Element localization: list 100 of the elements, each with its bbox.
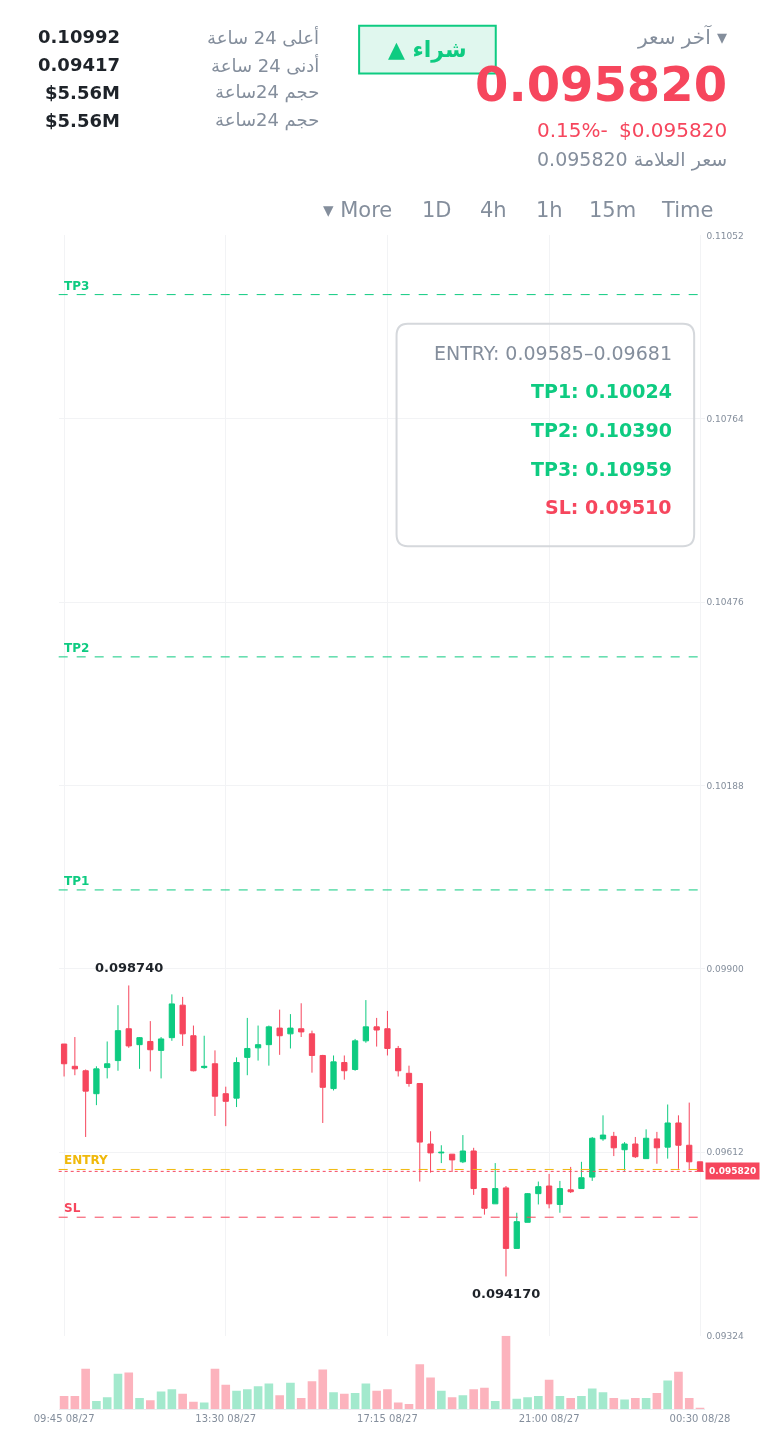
bar xyxy=(469,1389,478,1410)
text: ▲ شراء xyxy=(388,37,467,63)
annotation: TP1: 0.10024 xyxy=(531,380,672,402)
candlestick xyxy=(362,999,370,1044)
candlestick xyxy=(211,1049,219,1117)
x-tick-label: 00:30 08/28 xyxy=(669,1413,731,1425)
bar xyxy=(156,1391,166,1410)
annotation: 0.094170 xyxy=(472,1286,541,1301)
bar xyxy=(275,1395,284,1410)
bar xyxy=(490,1401,500,1410)
candlestick xyxy=(308,1030,316,1074)
text: حجم 24ساعة xyxy=(215,109,320,131)
candlestick xyxy=(686,1102,693,1171)
bar xyxy=(135,1398,144,1410)
ref-line-label: TP1 xyxy=(64,874,90,888)
bar xyxy=(587,1388,597,1410)
candlestick xyxy=(524,1192,531,1223)
bar xyxy=(199,1402,209,1410)
annotation: ENTRY: 0.09585–0.09681 xyxy=(434,342,672,364)
bar xyxy=(232,1390,241,1410)
text: 1D xyxy=(422,198,452,222)
candlestick xyxy=(481,1188,488,1216)
candlestick xyxy=(82,1068,89,1138)
ref-line-label: TP2 xyxy=(64,641,90,655)
bar xyxy=(501,1335,511,1410)
y-tick-label: 0.09324 xyxy=(706,1330,744,1341)
candlestick xyxy=(438,1144,445,1164)
candlestick xyxy=(556,1180,564,1214)
candlestick xyxy=(147,1020,154,1072)
bar xyxy=(684,1398,694,1410)
bar xyxy=(124,1372,134,1410)
text: 15m xyxy=(589,198,637,222)
candlestick xyxy=(405,1065,413,1088)
text: 0.10992 xyxy=(38,26,120,47)
bar xyxy=(663,1380,672,1410)
bar xyxy=(620,1399,629,1410)
bar xyxy=(340,1393,349,1410)
candlestick xyxy=(319,1054,326,1124)
bar xyxy=(102,1397,112,1410)
candlestick xyxy=(60,1043,68,1077)
text: أدنى 24 ساعة xyxy=(211,54,320,76)
candlestick xyxy=(233,1056,240,1108)
bar xyxy=(512,1398,522,1410)
bar xyxy=(426,1377,435,1410)
y-tick-label: 0.09612 xyxy=(706,1147,744,1158)
bar xyxy=(264,1383,274,1410)
candlestick xyxy=(168,993,175,1042)
bar xyxy=(253,1386,263,1410)
candlestick xyxy=(373,1017,380,1048)
y-tick-label: 0.10476 xyxy=(706,597,744,608)
text: ▾ More xyxy=(323,198,393,222)
candlestick xyxy=(395,1045,402,1077)
x-tick-label: 09:45 08/27 xyxy=(33,1413,95,1425)
candlestick xyxy=(136,1036,143,1070)
annotation: SL: 0.09510 xyxy=(545,496,672,518)
bar xyxy=(318,1369,328,1410)
bar xyxy=(534,1395,543,1410)
bar xyxy=(383,1389,392,1410)
bar xyxy=(146,1400,155,1410)
annotation: TP3: 0.10959 xyxy=(531,458,672,480)
bar xyxy=(59,1395,69,1410)
candlestick xyxy=(632,1136,639,1159)
candlestick xyxy=(287,1013,294,1049)
candlestick xyxy=(125,984,132,1049)
x-tick-label: 13:30 08/27 xyxy=(195,1413,257,1425)
x-tick-label: 17:15 08/27 xyxy=(357,1413,418,1425)
candlestick xyxy=(492,1162,499,1205)
bar xyxy=(221,1384,231,1410)
bar xyxy=(652,1392,662,1410)
y-tick-label: 0.11052 xyxy=(706,230,744,241)
text: حجم 24ساعة xyxy=(215,81,320,103)
candlestick xyxy=(190,1025,197,1072)
bar xyxy=(631,1398,640,1410)
ref-line-label: 0.095820 xyxy=(709,1166,757,1176)
ref-line-label: SL xyxy=(64,1201,81,1215)
text: Time xyxy=(661,198,714,222)
bar xyxy=(555,1395,565,1410)
bar xyxy=(404,1403,414,1410)
ref-line-label: ENTRY xyxy=(64,1153,109,1167)
annotation: 0.098740 xyxy=(95,960,164,975)
candlestick xyxy=(114,1004,122,1072)
candlestick xyxy=(621,1141,628,1172)
candlestick xyxy=(265,1025,273,1067)
bar xyxy=(296,1398,306,1410)
y-tick-label: 0.09900 xyxy=(706,964,744,975)
text: أعلى 24 ساعة xyxy=(207,26,320,48)
bar xyxy=(480,1387,489,1410)
bar xyxy=(178,1393,187,1410)
candlestick xyxy=(653,1131,661,1165)
bar xyxy=(372,1390,381,1410)
candlestick xyxy=(545,1173,553,1209)
candlestick xyxy=(201,1035,208,1070)
candlestick xyxy=(341,1054,348,1081)
text: 4h xyxy=(480,198,507,222)
text: سعر العلامة 0.095820 xyxy=(537,148,728,171)
bar xyxy=(458,1395,468,1410)
candlestick xyxy=(157,1036,165,1079)
ref-line-label: TP3 xyxy=(64,279,90,293)
bar xyxy=(598,1392,608,1410)
bar xyxy=(361,1383,371,1410)
